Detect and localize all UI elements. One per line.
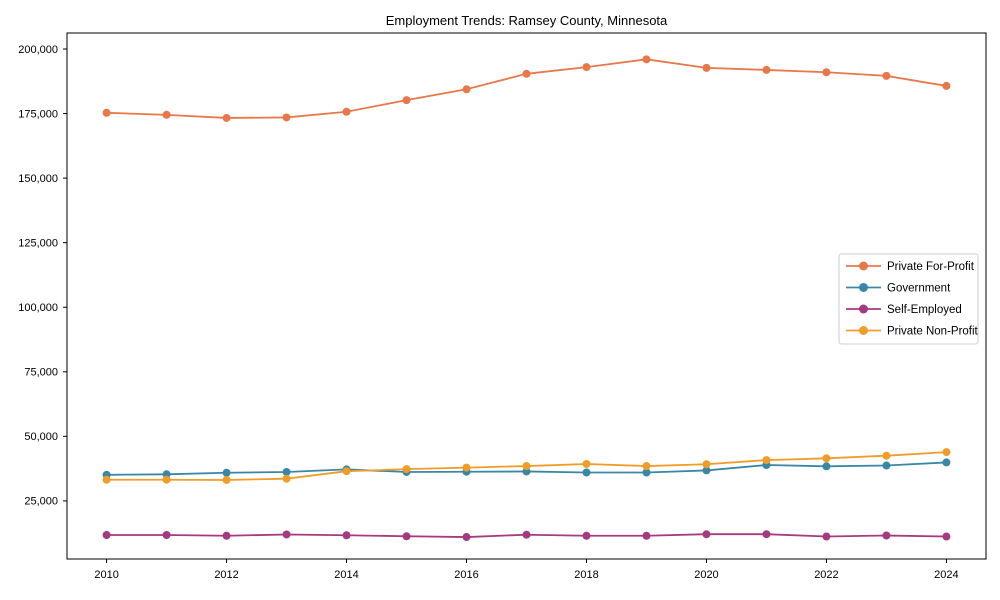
series-marker-self-employed <box>582 531 591 540</box>
series-marker-private-non-profit <box>942 448 951 457</box>
x-axis-tick-label: 2016 <box>454 569 478 581</box>
series-marker-private-for-profit <box>162 110 171 119</box>
y-axis-tick-label: 125,000 <box>18 238 58 250</box>
y-axis-tick-label: 175,000 <box>18 108 58 120</box>
legend-label-private-for-profit: Private For-Profit <box>887 261 975 273</box>
series-marker-self-employed <box>162 530 171 539</box>
series-marker-private-non-profit <box>642 462 651 471</box>
series-marker-private-non-profit <box>582 459 591 468</box>
series-marker-self-employed <box>702 530 711 539</box>
series-marker-government <box>882 461 891 470</box>
legend-marker-government <box>859 283 868 292</box>
series-marker-private-non-profit <box>822 454 831 463</box>
series-marker-self-employed <box>882 531 891 540</box>
series-marker-private-non-profit <box>282 474 291 483</box>
legend-label-private-non-profit: Private Non-Profit <box>887 326 979 338</box>
series-marker-government <box>222 468 231 477</box>
series-marker-private-for-profit <box>282 113 291 122</box>
series-marker-private-for-profit <box>642 55 651 64</box>
series-marker-private-for-profit <box>582 63 591 72</box>
series-marker-government <box>942 458 951 467</box>
x-axis-tick-label: 2020 <box>694 569 718 581</box>
series-marker-private-non-profit <box>702 460 711 469</box>
series-marker-self-employed <box>462 533 471 542</box>
series-marker-private-for-profit <box>942 81 951 90</box>
series-marker-private-for-profit <box>762 65 771 74</box>
series-marker-private-non-profit <box>162 475 171 484</box>
chart-title: Employment Trends: Ramsey County, Minnes… <box>386 13 668 28</box>
series-line-private-for-profit <box>106 58 947 119</box>
y-axis-tick-label: 50,000 <box>24 431 58 443</box>
series-marker-private-non-profit <box>882 451 891 460</box>
series-marker-self-employed <box>402 532 411 541</box>
legend-marker-private-non-profit <box>859 326 868 335</box>
legend-marker-private-for-profit <box>859 261 868 271</box>
legend-label-government: Government <box>887 283 951 295</box>
series-marker-government <box>582 468 591 477</box>
series-marker-private-for-profit <box>882 71 891 80</box>
series-marker-private-non-profit <box>222 475 231 484</box>
series-marker-private-non-profit <box>522 462 531 471</box>
x-axis-tick-label: 2012 <box>214 569 238 581</box>
legend-label-self-employed: Self-Employed <box>887 304 962 316</box>
series-marker-private-for-profit <box>522 69 531 78</box>
series-marker-private-for-profit <box>102 108 111 117</box>
legend-marker-self-employed <box>859 304 868 314</box>
y-axis-tick-label: 75,000 <box>24 367 58 379</box>
series-marker-self-employed <box>942 532 951 541</box>
series-marker-private-for-profit <box>822 68 831 77</box>
series-marker-private-for-profit <box>402 96 411 105</box>
series-marker-self-employed <box>102 530 111 539</box>
series-marker-private-for-profit <box>342 107 351 116</box>
series-marker-government <box>642 468 651 477</box>
series-marker-government <box>282 467 291 476</box>
plot-border <box>66 32 987 560</box>
series-marker-self-employed <box>762 530 771 539</box>
series-marker-private-for-profit <box>702 63 711 72</box>
y-axis-tick-label: 25,000 <box>24 496 58 508</box>
x-axis-tick-label: 2014 <box>334 569 358 581</box>
x-axis-tick-label: 2010 <box>94 569 118 581</box>
series-marker-private-for-profit <box>222 113 231 122</box>
series-marker-government <box>822 462 831 471</box>
x-axis-tick-label: 2024 <box>934 569 958 581</box>
series-marker-government <box>702 466 711 475</box>
x-axis-tick-label: 2018 <box>574 569 598 581</box>
x-axis-tick-label: 2022 <box>814 569 838 581</box>
series-marker-private-for-profit <box>462 85 471 94</box>
series-marker-self-employed <box>822 532 831 541</box>
legend-box <box>838 253 979 345</box>
series-marker-private-non-profit <box>342 467 351 476</box>
series-marker-self-employed <box>222 531 231 540</box>
series-marker-private-non-profit <box>762 456 771 465</box>
series-marker-self-employed <box>342 531 351 540</box>
y-axis-tick-label: 200,000 <box>18 44 58 56</box>
series-marker-private-non-profit <box>102 475 111 484</box>
series-marker-self-employed <box>522 530 531 539</box>
series-marker-private-non-profit <box>402 465 411 474</box>
series-marker-private-non-profit <box>462 463 471 472</box>
series-marker-self-employed <box>642 531 651 540</box>
series-marker-self-employed <box>282 530 291 539</box>
y-axis-tick-label: 100,000 <box>18 302 58 314</box>
y-axis-tick-label: 150,000 <box>18 173 58 185</box>
